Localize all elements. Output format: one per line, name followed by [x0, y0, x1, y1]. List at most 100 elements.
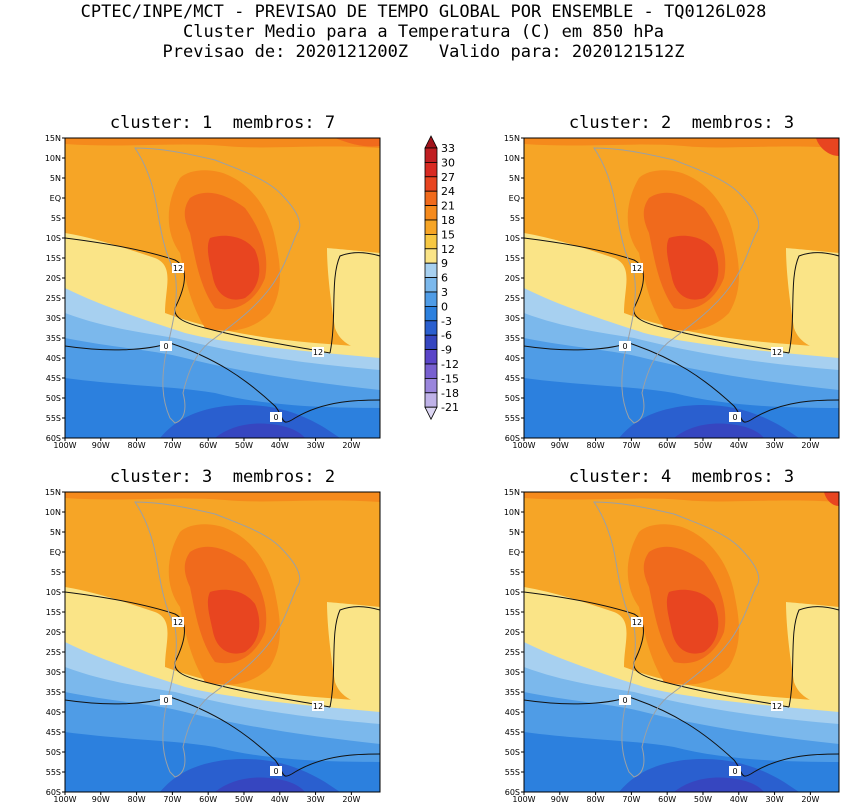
- contour-label-box: [312, 347, 324, 357]
- lon-label: 70W: [163, 441, 181, 450]
- title-line-1: CPTEC/INPE/MCT - PREVISAO DE TEMPO GLOBA…: [80, 2, 767, 22]
- colorbar-segment: [424, 277, 438, 293]
- lon-label: 40W: [271, 441, 289, 450]
- lat-label: 20S: [505, 628, 520, 637]
- colorbar-label: -21: [441, 401, 459, 414]
- lat-label: 5S: [51, 214, 61, 223]
- lat-label: 10S: [505, 588, 520, 597]
- colorbar-label: 18: [441, 214, 455, 227]
- lat-label: 15S: [505, 254, 520, 263]
- contour-label-box: [312, 701, 324, 711]
- colorbar-segment: [424, 233, 438, 250]
- contour-label: 12: [313, 702, 323, 711]
- lat-label: 55S: [505, 414, 520, 423]
- lon-label: 60W: [658, 795, 676, 803]
- colorbar-label: -3: [441, 315, 452, 328]
- colorbar-label: 15: [441, 228, 455, 241]
- lat-label: 15N: [504, 134, 520, 143]
- lat-label: 15N: [45, 488, 61, 497]
- contour-label-box: [160, 341, 172, 351]
- title-line-3: Previsao de: 2020121200Z Valido para: 20…: [162, 42, 685, 62]
- lon-label: 40W: [271, 795, 289, 803]
- lon-label: 80W: [587, 441, 605, 450]
- contour-label-box: [631, 617, 643, 627]
- colorbar-label: 6: [441, 272, 448, 285]
- lat-label: 35S: [505, 334, 520, 343]
- lat-label: 55S: [46, 768, 61, 777]
- contour-label-box: [729, 766, 741, 776]
- lat-label: 25S: [46, 648, 61, 657]
- colorbar-label: -18: [441, 387, 459, 400]
- lon-label: 100W: [53, 795, 76, 803]
- warm-patch: [335, 138, 380, 147]
- lat-label: 60S: [46, 434, 61, 443]
- lat-label: 5N: [509, 174, 520, 183]
- panel-2-title: cluster: 2 membros: 3: [568, 113, 795, 133]
- lon-label: 100W: [512, 795, 535, 803]
- colorbar-label: 3: [441, 286, 448, 299]
- map-frame: [64, 137, 381, 439]
- lat-label: 35S: [46, 334, 61, 343]
- lon-label: 70W: [622, 795, 640, 803]
- contour-label: 0: [273, 767, 278, 776]
- map-frame: [523, 491, 840, 793]
- lat-label: 35S: [505, 688, 520, 697]
- lat-label: 15N: [45, 134, 61, 143]
- lat-label: 5S: [510, 214, 520, 223]
- lat-label: 30S: [46, 314, 61, 323]
- lon-label: 50W: [694, 441, 712, 450]
- contour-label: 12: [173, 618, 183, 627]
- warm-patch: [816, 138, 839, 156]
- contour-label-box: [270, 766, 282, 776]
- colorbar-segment: [424, 262, 438, 279]
- colorbar-segment: [424, 219, 438, 235]
- lat-label: 15S: [505, 608, 520, 617]
- colorbar-segment: [424, 161, 438, 178]
- colorbar-segment: [424, 291, 438, 307]
- lat-label: 5N: [50, 528, 61, 537]
- lat-label: 20S: [46, 628, 61, 637]
- lat-label: 50S: [505, 394, 520, 403]
- contour-label: 12: [313, 348, 323, 357]
- contour-label-box: [771, 347, 783, 357]
- colorbar-segment: [424, 349, 438, 365]
- lon-label: 80W: [128, 441, 146, 450]
- contour-label: 12: [632, 618, 642, 627]
- panel-4-title: cluster: 4 membros: 3: [568, 467, 795, 487]
- lon-label: 30W: [766, 795, 784, 803]
- lat-label: 15N: [504, 488, 520, 497]
- lon-label: 20W: [801, 795, 819, 803]
- colorbar-segment: [424, 205, 438, 221]
- lat-label: 5N: [509, 528, 520, 537]
- lat-label: 50S: [46, 748, 61, 757]
- contour-label: 12: [772, 348, 782, 357]
- lat-label: 50S: [46, 394, 61, 403]
- lat-label: 45S: [505, 374, 520, 383]
- title-line-2: Cluster Medio para a Temperatura (C) em …: [182, 22, 665, 42]
- colorbar-label: -6: [441, 329, 452, 342]
- map-panel-3: 15N 10N 5N EQ 5S 10S 15S 20S 25S 30S 35S 40S 45S 50S 5…: [45, 488, 381, 803]
- lat-label: EQ: [509, 548, 520, 557]
- contour-label-box: [771, 701, 783, 711]
- lat-label: 45S: [46, 728, 61, 737]
- lat-label: 50S: [505, 748, 520, 757]
- colorbar-label: 12: [441, 243, 455, 256]
- contour-label-box: [631, 263, 643, 273]
- lat-label: 30S: [505, 314, 520, 323]
- lon-label: 50W: [235, 441, 253, 450]
- lon-label: 40W: [730, 795, 748, 803]
- lon-label: 100W: [53, 441, 76, 450]
- lat-label: 60S: [505, 434, 520, 443]
- colorbar-label: -9: [441, 344, 452, 357]
- colorbar-label: -15: [441, 372, 459, 385]
- colorbar-segment: [424, 377, 438, 394]
- lon-label: 30W: [307, 795, 325, 803]
- lat-label: 60S: [46, 788, 61, 797]
- contour-label: 0: [163, 696, 168, 705]
- lat-label: 10S: [46, 234, 61, 243]
- lon-label: 60W: [199, 441, 217, 450]
- lat-label: 15S: [46, 254, 61, 263]
- lon-label: 90W: [551, 441, 569, 450]
- lat-label: 10N: [504, 154, 520, 163]
